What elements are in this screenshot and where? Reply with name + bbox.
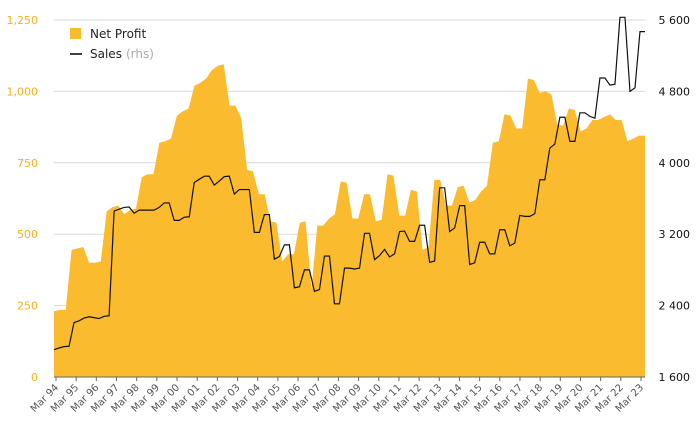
sales-line bbox=[53, 16, 645, 351]
right-axis: 1 600 2 400 3 200 4 000 4 800 5 600 bbox=[659, 14, 691, 384]
right-tick-label: 5 600 bbox=[659, 14, 691, 27]
left-tick-label: 1,000 bbox=[7, 85, 39, 98]
left-axis: 0 250 500 750 1,000 1,250 bbox=[7, 14, 39, 384]
left-tick-label: 750 bbox=[17, 157, 38, 170]
legend-swatch-net-profit bbox=[70, 28, 81, 39]
right-tick-label: 4 800 bbox=[659, 85, 691, 98]
legend-label: Sales bbox=[90, 47, 122, 61]
left-tick-label: 0 bbox=[31, 371, 38, 384]
left-tick-label: 500 bbox=[17, 228, 38, 241]
right-tick-label: 1 600 bbox=[659, 371, 691, 384]
right-tick-label: 2 400 bbox=[659, 300, 691, 313]
left-tick-label: 250 bbox=[17, 300, 38, 313]
legend: Net Profit Sales (rhs) bbox=[70, 27, 154, 61]
net-profit-area bbox=[54, 64, 645, 378]
left-tick-label: 1,250 bbox=[7, 14, 39, 27]
right-tick-label: 4 000 bbox=[659, 157, 691, 170]
legend-label: Net Profit bbox=[90, 27, 146, 41]
legend-sublabel: (rhs) bbox=[126, 47, 154, 61]
right-tick-label: 3 200 bbox=[659, 228, 691, 241]
